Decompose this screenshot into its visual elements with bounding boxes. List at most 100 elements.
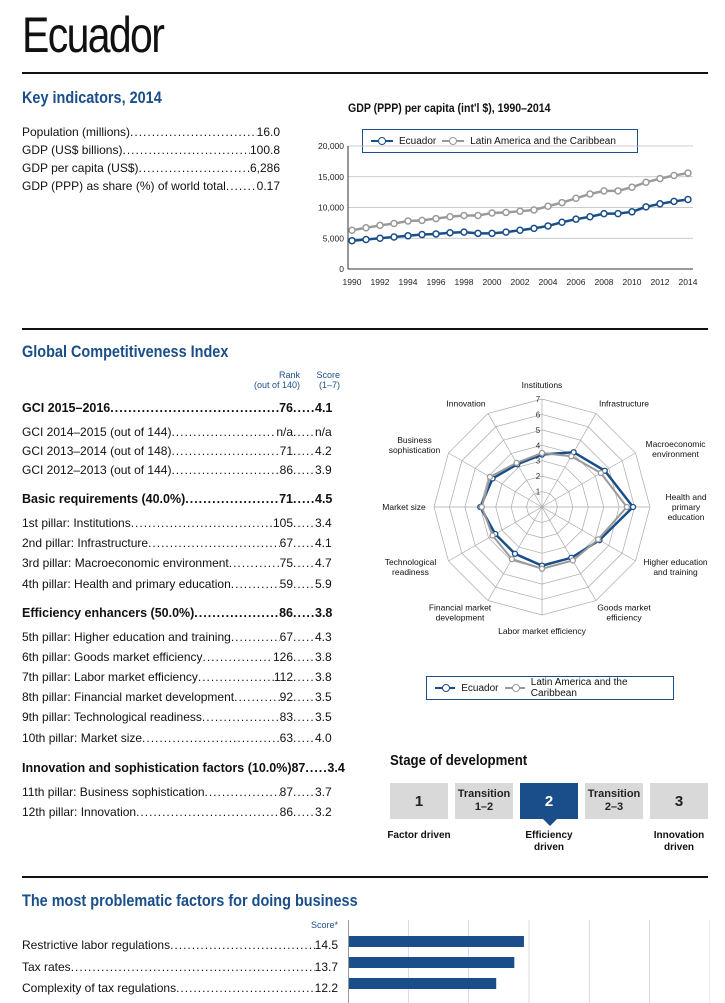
radar-point: [508, 555, 516, 563]
data-point: [614, 187, 622, 195]
legend-label-ecuador: Ecuador: [461, 682, 499, 694]
data-point: [362, 235, 370, 244]
gci-row-label: 8th pillar: Financial market development: [22, 690, 235, 704]
radar-legend: Ecuador Latin America and the Caribbean: [426, 676, 674, 700]
problematic-row: Tax rates 13.7: [22, 960, 338, 974]
gci-radar-chart: 1 2 3 4 5 6 7 Institutions Infrastructure Macroec…: [382, 380, 708, 636]
radar-axis-label-line: environment: [652, 449, 699, 459]
data-point: [544, 202, 552, 211]
gci-row: 4th pillar: Health and primary education…: [22, 577, 337, 591]
gci-row: 12th pillar: Innovation 86 3.2: [22, 805, 337, 819]
radar-point: [623, 503, 631, 511]
data-point: [404, 232, 412, 240]
problematic-value: 14.5: [314, 938, 338, 952]
gci-row-score: 3.2: [315, 805, 332, 819]
gci-row-label: Innovation and sophistication factors (1…: [22, 761, 292, 775]
gci-row-rank: 83: [279, 710, 293, 724]
radar-axis-label: Infrastructure: [599, 398, 649, 408]
gci-row-rank: 87: [291, 761, 306, 775]
gci-row-score: 3.8: [315, 606, 333, 620]
gci-row: 8th pillar: Financial market development…: [22, 690, 337, 704]
problematic-label: Tax rates: [22, 960, 71, 974]
current-stage-pointer: [543, 819, 557, 826]
rank-header-label: Rank: [278, 370, 300, 380]
gci-row-rank: 76: [279, 401, 293, 415]
data-point: [404, 217, 412, 225]
legend-label-lac: Latin America and the Caribbean: [530, 677, 628, 699]
indicator-label: Population (millions): [22, 125, 131, 139]
radar-axis-label-line: Market size: [382, 502, 426, 512]
indicator-value: 6,286: [249, 161, 280, 175]
radar-axis-label-line: efficiency: [606, 613, 642, 623]
data-point: [390, 233, 398, 241]
gci-row-score: 3.5: [315, 690, 332, 704]
x-tick-label: 1990: [343, 277, 362, 287]
radar-axis-label-line: Goods market: [597, 603, 651, 613]
gci-row-rank: 112: [273, 670, 293, 684]
x-tick-label: 1998: [455, 277, 474, 287]
radar-axis-label-line: Business: [397, 435, 432, 445]
gci-row-rank: 86: [279, 463, 293, 477]
gci-row: GCI 2014–2015 (out of 144) n/a n/a: [22, 425, 337, 439]
gci-row-label: 11th pillar: Business sophistication: [22, 785, 205, 799]
problematic-bar: [349, 978, 497, 989]
gci-row-rank: 86: [279, 606, 293, 620]
gci-row: 2nd pillar: Infrastructure 67 4.1: [22, 536, 337, 550]
rank-header-sub: (out of 140): [253, 380, 300, 390]
radar-point: [513, 459, 520, 467]
gci-row-score: 3.5: [315, 710, 332, 724]
data-point: [376, 221, 384, 230]
problematic-bar-chart: [348, 920, 710, 1003]
data-point: [390, 219, 398, 228]
radar-axis-label: Health and primary education: [665, 492, 706, 522]
radar-axis-label-line: Financial market: [429, 603, 492, 613]
radar-axis-label: Technological readiness: [385, 557, 437, 577]
radar-tick-label: 1: [536, 488, 541, 497]
radar-tick-label: 7: [536, 395, 541, 404]
stage-box-transition-2-3: Transition 2–3: [585, 783, 643, 819]
gci-row-rank: 105: [272, 516, 293, 530]
gci-row: 9th pillar: Technological readiness 83 3.5: [22, 710, 337, 724]
stage-box-2: 2: [520, 783, 578, 819]
gdp-chart-legend: Ecuador Latin America and the Caribbean: [362, 129, 638, 153]
gci-row-rank: 67: [279, 536, 293, 550]
score-header: Score (1–7): [308, 370, 340, 390]
gci-row-label: 2nd pillar: Infrastructure: [22, 536, 149, 550]
data-point: [488, 229, 496, 238]
gci-row-label: 1st pillar: Institutions: [22, 516, 131, 530]
radar-point: [569, 557, 577, 564]
radar-axis-label: Macroeconomic environment: [646, 439, 707, 459]
gci-row: 6th pillar: Goods market efficiency 126 3.…: [22, 650, 337, 664]
radar-axis-label: Goods market efficiency: [597, 603, 651, 623]
indicator-label: GDP per capita (US$): [22, 161, 139, 175]
data-point: [516, 226, 524, 235]
radar-spoke: [541, 452, 636, 508]
indicator-row: GDP (PPP) as share (%) of world total 0.1…: [22, 179, 280, 193]
radar-axis-label-line: primary: [672, 502, 701, 512]
gci-row-score: 4.2: [315, 444, 332, 458]
legend-label-ecuador: Ecuador: [399, 135, 437, 147]
data-point: [502, 228, 510, 236]
stage-caption-efficiency: Efficiency driven: [525, 830, 573, 853]
radar-axis-label-line: readiness: [392, 567, 429, 577]
data-point: [642, 178, 650, 187]
data-point: [362, 224, 370, 232]
gci-row-label: 6th pillar: Goods market efficiency: [22, 650, 203, 664]
problematic-label: Complexity of tax regulations: [22, 981, 177, 995]
gci-row-label: 12th pillar: Innovation: [22, 805, 137, 819]
section-rule: [22, 876, 708, 878]
gci-row-rank: 71: [279, 492, 293, 506]
problematic-bar: [349, 936, 524, 947]
problematic-value: 13.7: [314, 960, 338, 974]
gdp-chart-title: GDP (PPP) per capita (int'l $), 1990–201…: [348, 101, 551, 115]
data-point: [600, 209, 608, 218]
ecuador-line: [351, 198, 689, 242]
gci-row-rank: 87: [279, 785, 293, 799]
radar-axis-label: Financial market development: [429, 603, 492, 623]
indicator-label: GDP (PPP) as share (%) of world total: [22, 179, 226, 193]
gci-row-label: GCI 2014–2015 (out of 144): [22, 425, 172, 439]
gci-row-label: GCI 2013–2014 (out of 148): [22, 444, 172, 458]
data-point: [670, 197, 678, 206]
data-point: [670, 171, 678, 180]
gci-row-score: 4.0: [315, 731, 332, 745]
